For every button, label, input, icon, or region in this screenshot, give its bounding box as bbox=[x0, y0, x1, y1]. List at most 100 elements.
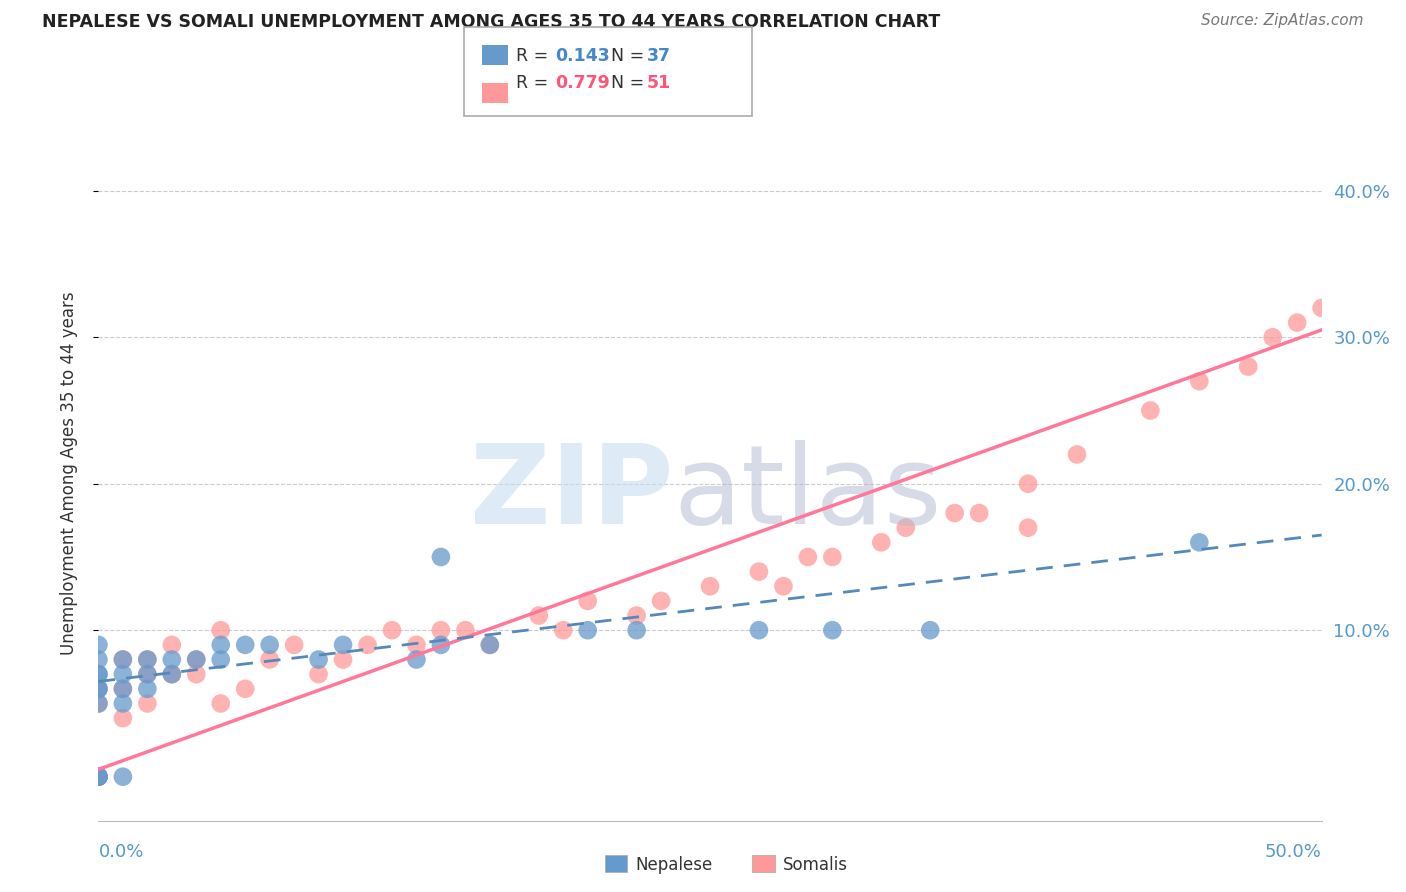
Point bbox=[87, 681, 110, 696]
Point bbox=[1237, 359, 1260, 374]
Point bbox=[553, 624, 575, 638]
Point bbox=[332, 652, 354, 666]
Point bbox=[87, 697, 110, 711]
Text: NEPALESE VS SOMALI UNEMPLOYMENT AMONG AGES 35 TO 44 YEARS CORRELATION CHART: NEPALESE VS SOMALI UNEMPLOYMENT AMONG AG… bbox=[42, 13, 941, 31]
Point bbox=[308, 667, 330, 681]
Point bbox=[1188, 535, 1211, 549]
Point bbox=[308, 652, 330, 666]
Point bbox=[381, 624, 404, 638]
Point bbox=[111, 770, 134, 784]
Point bbox=[209, 624, 232, 638]
Point bbox=[111, 711, 134, 725]
Point bbox=[1261, 330, 1284, 344]
Point bbox=[160, 638, 183, 652]
Point bbox=[111, 681, 134, 696]
Text: 50.0%: 50.0% bbox=[1265, 843, 1322, 861]
Text: 0.779: 0.779 bbox=[555, 74, 610, 92]
Point bbox=[87, 770, 110, 784]
Point bbox=[430, 624, 453, 638]
Point bbox=[1139, 403, 1161, 417]
Point bbox=[160, 652, 183, 666]
Point bbox=[87, 667, 110, 681]
Point bbox=[650, 594, 672, 608]
Point bbox=[259, 652, 281, 666]
Point bbox=[405, 638, 427, 652]
Point bbox=[894, 521, 917, 535]
Point bbox=[870, 535, 893, 549]
Point bbox=[136, 652, 159, 666]
Point bbox=[772, 579, 794, 593]
Point bbox=[1066, 447, 1088, 461]
Point bbox=[186, 667, 208, 681]
Point bbox=[748, 565, 770, 579]
Point bbox=[454, 624, 477, 638]
Text: 0.143: 0.143 bbox=[555, 47, 610, 65]
Point bbox=[87, 770, 110, 784]
Text: R =: R = bbox=[516, 74, 554, 92]
Point bbox=[821, 549, 844, 564]
Point bbox=[136, 681, 159, 696]
Point bbox=[626, 624, 648, 638]
Point bbox=[87, 770, 110, 784]
Point bbox=[1310, 301, 1333, 315]
Point bbox=[186, 652, 208, 666]
Point bbox=[87, 681, 110, 696]
Point bbox=[283, 638, 305, 652]
Point bbox=[821, 624, 844, 638]
Point bbox=[1017, 521, 1039, 535]
Point bbox=[430, 549, 453, 564]
Point bbox=[209, 638, 232, 652]
Point bbox=[111, 667, 134, 681]
Text: 37: 37 bbox=[647, 47, 671, 65]
Point bbox=[111, 652, 134, 666]
Text: N =: N = bbox=[600, 74, 650, 92]
Point bbox=[478, 638, 501, 652]
Point bbox=[259, 638, 281, 652]
Point bbox=[160, 667, 183, 681]
Point bbox=[576, 624, 599, 638]
Point bbox=[967, 506, 990, 520]
Point bbox=[797, 549, 820, 564]
Point bbox=[626, 608, 648, 623]
Text: atlas: atlas bbox=[673, 440, 942, 547]
Point bbox=[699, 579, 721, 593]
Point bbox=[136, 667, 159, 681]
Point bbox=[111, 681, 134, 696]
Point bbox=[111, 652, 134, 666]
Y-axis label: Unemployment Among Ages 35 to 44 years: Unemployment Among Ages 35 to 44 years bbox=[59, 291, 77, 655]
Point bbox=[233, 638, 256, 652]
Point bbox=[1017, 476, 1039, 491]
Point bbox=[136, 697, 159, 711]
Point bbox=[920, 624, 942, 638]
Point bbox=[136, 652, 159, 666]
Point bbox=[209, 652, 232, 666]
Point bbox=[405, 652, 427, 666]
Point bbox=[527, 608, 550, 623]
Point bbox=[160, 667, 183, 681]
Point bbox=[87, 697, 110, 711]
Point bbox=[356, 638, 378, 652]
Text: 0.0%: 0.0% bbox=[98, 843, 143, 861]
Point bbox=[430, 638, 453, 652]
Point bbox=[332, 638, 354, 652]
Point bbox=[1286, 316, 1309, 330]
Point bbox=[87, 770, 110, 784]
Point bbox=[87, 667, 110, 681]
Text: R =: R = bbox=[516, 47, 554, 65]
Point bbox=[576, 594, 599, 608]
Point bbox=[87, 770, 110, 784]
Point bbox=[87, 652, 110, 666]
Text: Source: ZipAtlas.com: Source: ZipAtlas.com bbox=[1201, 13, 1364, 29]
Point bbox=[1188, 374, 1211, 388]
Point bbox=[478, 638, 501, 652]
Point bbox=[943, 506, 966, 520]
Text: Nepalese: Nepalese bbox=[636, 856, 713, 874]
Point bbox=[111, 697, 134, 711]
Text: ZIP: ZIP bbox=[470, 440, 673, 547]
Point bbox=[87, 770, 110, 784]
Point bbox=[186, 652, 208, 666]
Point bbox=[87, 638, 110, 652]
Point bbox=[233, 681, 256, 696]
Text: Somalis: Somalis bbox=[783, 856, 848, 874]
Point bbox=[748, 624, 770, 638]
